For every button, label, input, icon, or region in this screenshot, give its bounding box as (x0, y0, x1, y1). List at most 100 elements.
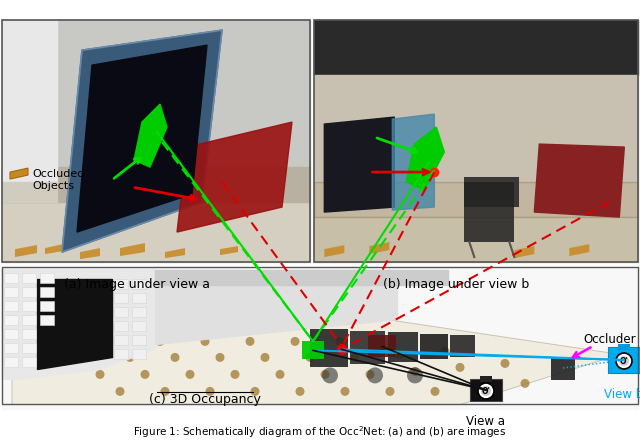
Circle shape (340, 387, 349, 396)
Circle shape (81, 353, 90, 362)
Circle shape (456, 363, 465, 372)
Text: View b: View b (604, 388, 640, 401)
Circle shape (305, 353, 314, 362)
Circle shape (200, 337, 209, 346)
Circle shape (156, 337, 164, 346)
Bar (114, 321, 128, 332)
Circle shape (619, 356, 629, 366)
Polygon shape (155, 270, 448, 284)
Polygon shape (155, 270, 397, 345)
Text: View a: View a (467, 415, 506, 428)
Circle shape (230, 370, 239, 379)
Circle shape (296, 387, 305, 396)
Circle shape (170, 353, 179, 362)
Bar (132, 336, 146, 345)
Bar (388, 332, 418, 362)
Circle shape (396, 350, 404, 359)
Polygon shape (515, 246, 534, 258)
Circle shape (481, 386, 491, 396)
Polygon shape (324, 117, 394, 212)
Bar (4, 329, 18, 340)
Circle shape (616, 353, 632, 369)
Text: (a) Image under view a: (a) Image under view a (65, 278, 211, 291)
Circle shape (115, 387, 125, 396)
Circle shape (186, 370, 195, 379)
Bar (114, 349, 128, 359)
Bar (22, 302, 36, 311)
Polygon shape (2, 270, 155, 379)
Bar (618, 344, 630, 350)
Bar (132, 307, 146, 317)
Bar (40, 302, 54, 311)
Circle shape (351, 353, 360, 362)
Bar (132, 293, 146, 303)
Polygon shape (324, 245, 344, 257)
Polygon shape (134, 104, 167, 167)
Bar (40, 315, 54, 325)
Text: (c) 3D Occupancy: (c) 3D Occupancy (149, 393, 260, 406)
Bar (2, 20, 310, 262)
Polygon shape (62, 30, 222, 252)
Text: (b) Image under view b: (b) Image under view b (383, 278, 530, 291)
Polygon shape (534, 144, 624, 217)
Bar (132, 280, 146, 289)
Circle shape (407, 367, 423, 383)
Circle shape (246, 337, 255, 346)
Bar (22, 288, 36, 297)
Circle shape (322, 367, 338, 383)
Bar (114, 280, 128, 289)
Circle shape (250, 387, 259, 396)
Polygon shape (37, 279, 112, 370)
Circle shape (111, 337, 120, 346)
Bar (132, 321, 146, 332)
Circle shape (216, 353, 225, 362)
Circle shape (321, 370, 330, 379)
Text: Occluded
Objects: Occluded Objects (32, 169, 84, 191)
Polygon shape (15, 245, 37, 257)
Circle shape (476, 383, 484, 392)
Bar (4, 358, 18, 367)
Polygon shape (12, 314, 620, 405)
Bar (2, 267, 638, 405)
Bar (4, 344, 18, 353)
Circle shape (431, 387, 440, 396)
Bar (22, 358, 36, 367)
Polygon shape (406, 127, 444, 190)
Bar (22, 273, 36, 284)
Bar (302, 341, 324, 359)
Bar (4, 302, 18, 311)
Bar (40, 273, 54, 284)
Bar (350, 332, 385, 364)
Bar (132, 349, 146, 359)
Text: O': O' (620, 357, 628, 366)
Circle shape (65, 337, 74, 346)
Circle shape (260, 353, 269, 362)
Circle shape (291, 337, 300, 346)
Bar (480, 376, 492, 382)
Bar (4, 315, 18, 325)
Circle shape (367, 367, 383, 383)
Circle shape (141, 370, 150, 379)
Bar (4, 288, 18, 297)
Bar (465, 182, 515, 242)
Circle shape (275, 370, 285, 379)
Circle shape (520, 379, 529, 388)
Bar (114, 307, 128, 317)
Circle shape (205, 387, 214, 396)
Text: Figure 1: Schematically diagram of the Occ$^2$Net: (a) and (b) are images: Figure 1: Schematically diagram of the O… (134, 424, 506, 440)
Polygon shape (77, 45, 207, 232)
Circle shape (500, 359, 509, 368)
Polygon shape (369, 242, 389, 254)
Circle shape (95, 370, 104, 379)
Bar (470, 379, 502, 401)
Text: O': O' (481, 387, 490, 396)
Polygon shape (10, 168, 28, 179)
Bar (4, 273, 18, 284)
Circle shape (161, 387, 170, 396)
Circle shape (410, 367, 419, 376)
Bar (368, 336, 396, 358)
Text: Occluder: Occluder (583, 333, 636, 346)
Bar (551, 358, 575, 380)
Circle shape (478, 383, 494, 399)
Polygon shape (570, 244, 589, 256)
